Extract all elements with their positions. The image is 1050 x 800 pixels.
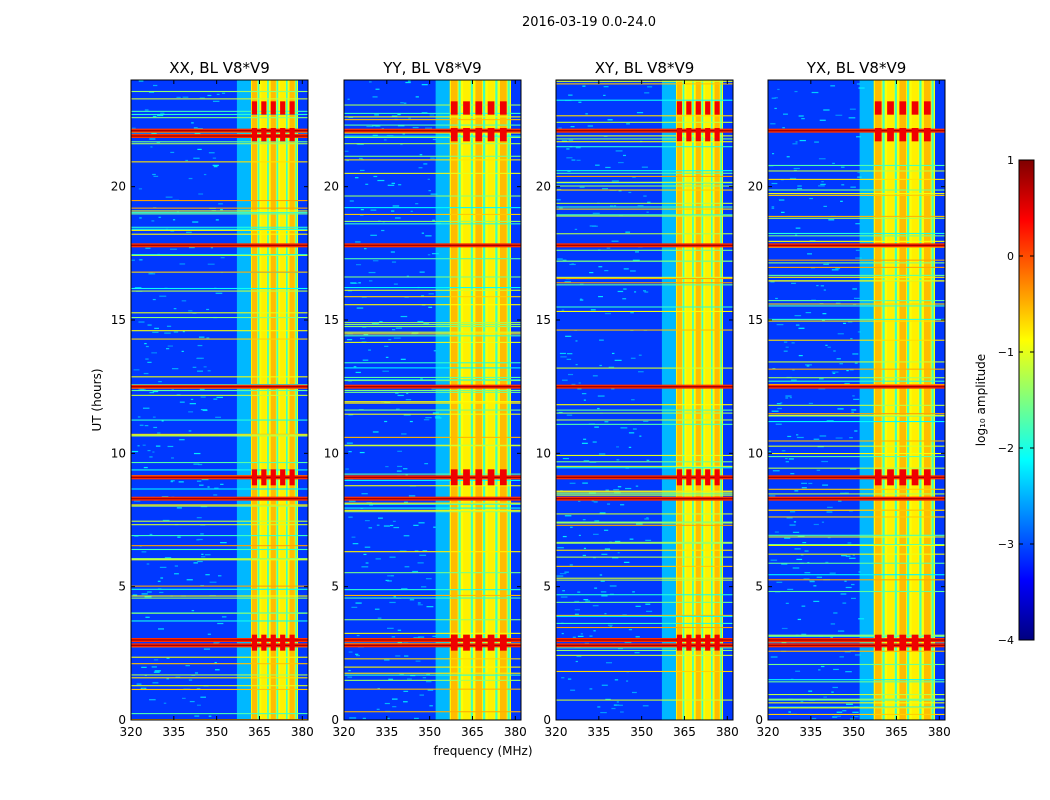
panel-title: YY, BL V8*V9 — [382, 59, 481, 77]
x-tick-label: 350 — [205, 725, 228, 739]
x-tick-label: 350 — [418, 725, 441, 739]
y-tick-label: 15 — [536, 313, 551, 327]
x-tick-label: 365 — [885, 725, 908, 739]
panel-frame — [130, 79, 309, 721]
x-tick-label: 350 — [630, 725, 653, 739]
y-tick-label: 5 — [331, 580, 339, 594]
panel-frame — [767, 79, 946, 721]
colorbar-tick-label: 0 — [1007, 250, 1014, 263]
panel-title: XX, BL V8*V9 — [169, 59, 270, 77]
figure-suptitle: 2016-03-19 0.0-24.0 — [522, 15, 656, 30]
heatmap-image — [768, 80, 945, 720]
y-tick-label: 20 — [536, 180, 551, 194]
y-tick-label: 15 — [111, 313, 126, 327]
y-tick-label: 20 — [111, 180, 126, 194]
x-tick-label: 350 — [842, 725, 865, 739]
panel-title: YX, BL V8*V9 — [806, 59, 907, 77]
panel-2: YY, BL V8*V9 320 335 350 365 380 0 5 10 15 20 — [324, 59, 527, 739]
x-tick-label: 380 — [716, 725, 739, 739]
colorbar-label: log₁₀ amplitude — [974, 354, 988, 446]
x-axis-label: frequency (MHz) — [433, 744, 532, 758]
y-tick-label: 10 — [748, 446, 763, 460]
colorbar-tick-label: −3 — [998, 538, 1014, 551]
x-tick-label: 335 — [162, 725, 185, 739]
panel-3: XY, BL V8*V9 320 335 350 365 380 0 5 10 15 20 — [536, 59, 739, 739]
y-tick-label: 0 — [118, 713, 126, 727]
x-tick-label: 365 — [461, 725, 484, 739]
colorbar-tick-label: 1 — [1007, 154, 1014, 167]
y-tick-label: 20 — [324, 180, 339, 194]
x-tick-label: 380 — [291, 725, 314, 739]
y-tick-label: 10 — [324, 446, 339, 460]
y-tick-label: 5 — [543, 580, 551, 594]
y-tick-label: 0 — [543, 713, 551, 727]
x-tick-label: 320 — [757, 725, 780, 739]
y-tick-label: 0 — [755, 713, 763, 727]
x-tick-label: 320 — [545, 725, 568, 739]
y-tick-label: 0 — [331, 713, 339, 727]
y-tick-label: 5 — [755, 580, 763, 594]
y-tick-label: 10 — [111, 446, 126, 460]
panel-1: XX, BL V8*V9 320 335 350 365 380 0 5 10 15 20 — [111, 59, 314, 739]
x-tick-label: 335 — [799, 725, 822, 739]
y-tick-label: 5 — [118, 580, 126, 594]
panel-frame — [555, 79, 734, 721]
y-tick-label: 10 — [536, 446, 551, 460]
colorbar-tick-label: −2 — [998, 442, 1014, 455]
x-tick-label: 365 — [248, 725, 271, 739]
y-axis-label: UT (hours) — [90, 368, 104, 431]
panel-frame — [343, 79, 522, 721]
x-tick-label: 320 — [333, 725, 356, 739]
x-tick-label: 335 — [587, 725, 610, 739]
x-tick-label: 380 — [504, 725, 527, 739]
heatmap-image — [131, 80, 308, 720]
heatmap-image — [556, 80, 733, 720]
colorbar-tick-label: −1 — [998, 346, 1014, 359]
x-tick-label: 335 — [375, 725, 398, 739]
y-tick-label: 20 — [748, 180, 763, 194]
y-tick-label: 15 — [324, 313, 339, 327]
colorbar: 1 0 −1 −2 −3 −4 log₁₀ amplitude — [974, 154, 1035, 647]
panel-4: YX, BL V8*V9 320 335 350 365 380 0 5 10 15 20 — [748, 59, 951, 739]
colorbar-tick-label: −4 — [998, 634, 1014, 647]
panel-title: XY, BL V8*V9 — [595, 59, 695, 77]
x-tick-label: 365 — [673, 725, 696, 739]
x-tick-label: 380 — [928, 725, 951, 739]
heatmap-image — [344, 80, 521, 720]
y-tick-label: 15 — [748, 313, 763, 327]
x-tick-label: 320 — [120, 725, 143, 739]
colorbar-scale — [1018, 159, 1035, 641]
